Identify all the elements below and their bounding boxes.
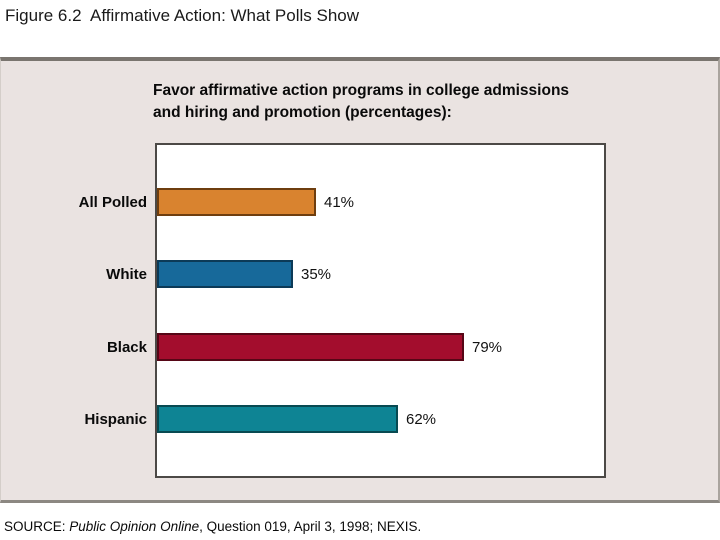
- chart-heading: Favor affirmative action programs in col…: [153, 80, 623, 124]
- source-line: SOURCE: Public Opinion Online, Question …: [4, 519, 421, 534]
- value-label: 62%: [406, 410, 437, 428]
- value-label: 41%: [324, 193, 355, 211]
- bar-row: Hispanic 62%: [0, 405, 436, 433]
- category-label: Hispanic: [84, 410, 147, 428]
- figure-title: Figure 6.2 Affirmative Action: What Poll…: [5, 6, 360, 25]
- category-label: All Polled: [78, 193, 147, 211]
- source-rest: , Question 019, April 3, 1998; NEXIS.: [199, 519, 422, 534]
- chart-heading-line-1: Favor affirmative action programs in col…: [153, 82, 570, 99]
- source-publication: Public Opinion Online: [69, 519, 200, 534]
- value-label: 79%: [472, 338, 503, 356]
- category-label: White: [106, 265, 147, 283]
- category-label: Black: [106, 338, 147, 356]
- value-label: 35%: [301, 265, 332, 283]
- bar-row: White 35%: [0, 260, 331, 288]
- source-prefix: SOURCE:: [4, 519, 70, 534]
- bar: [157, 333, 464, 361]
- bar: [157, 260, 293, 288]
- bar-row: All Polled 41%: [0, 188, 354, 216]
- bar: [157, 188, 316, 216]
- bar-row: Black 79%: [0, 333, 502, 361]
- bar: [157, 405, 398, 433]
- chart-heading-line-2: and hiring and promotion (percentages):: [153, 104, 452, 121]
